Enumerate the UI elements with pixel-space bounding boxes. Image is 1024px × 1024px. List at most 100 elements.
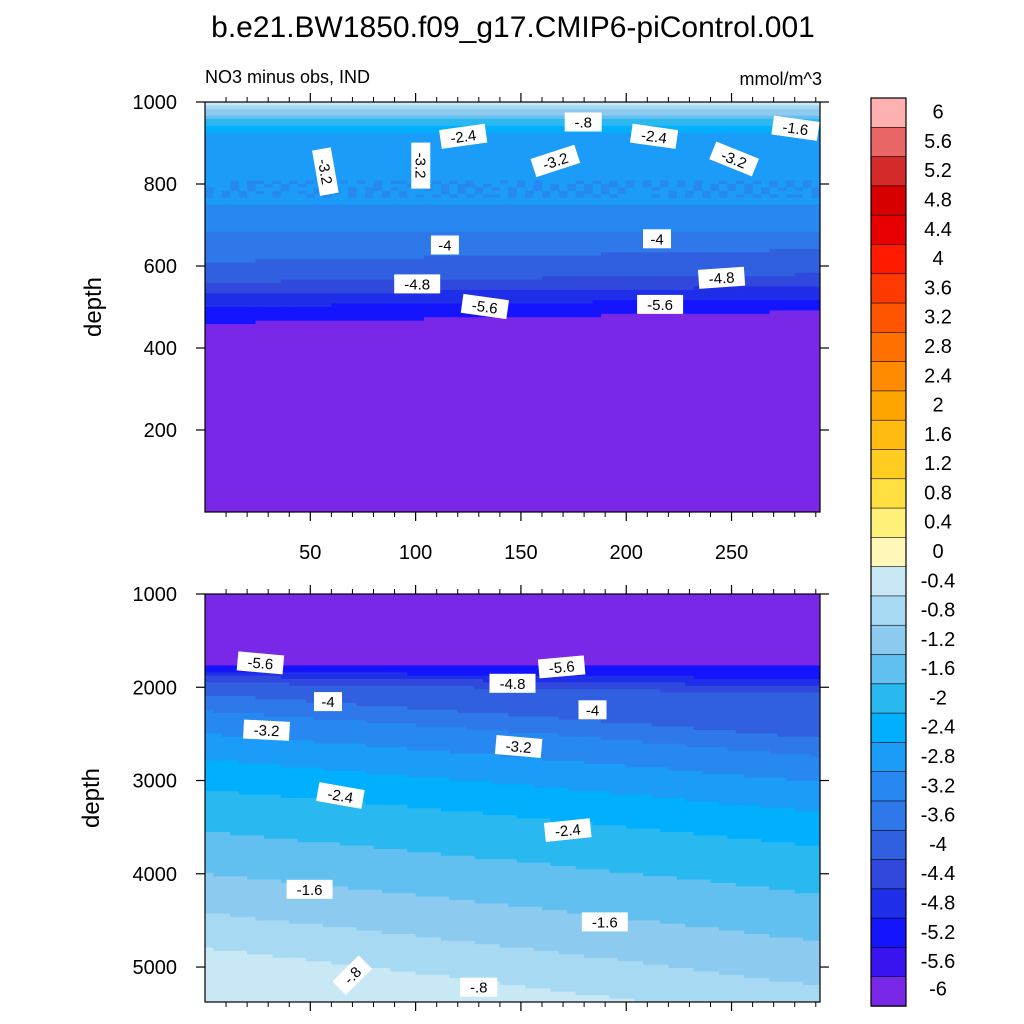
contour-cell — [213, 330, 223, 335]
contour-cell — [525, 221, 535, 226]
contour-cell — [558, 324, 568, 329]
contour-cell — [238, 317, 248, 322]
contour-cell — [676, 143, 686, 148]
contour-cell — [617, 327, 627, 332]
contour-cell — [508, 317, 518, 322]
contour-cell — [491, 259, 501, 264]
contour-cell — [550, 255, 560, 260]
contour-cell — [752, 231, 762, 236]
contour-cell — [600, 242, 610, 247]
contour-cell — [777, 187, 787, 192]
contour-cell — [314, 139, 324, 144]
contour-cell — [710, 197, 720, 202]
contour-cell — [626, 201, 636, 206]
contour-cell — [499, 194, 509, 199]
contour-cell — [407, 255, 417, 260]
contour-cell — [710, 327, 720, 332]
contour-cell — [314, 204, 324, 209]
contour-cell — [280, 184, 290, 189]
contour-cell — [205, 102, 215, 107]
contour-cell — [811, 170, 820, 175]
contour-cell — [440, 197, 450, 202]
contour-cell — [297, 283, 307, 288]
contour-cell — [769, 146, 779, 151]
contour-cell — [600, 156, 610, 161]
contour-cell — [263, 283, 273, 288]
contour-cell — [777, 194, 787, 199]
contour-cell — [668, 218, 678, 223]
contour-cell — [769, 320, 779, 325]
contour-cell — [786, 317, 796, 322]
contour-cell — [297, 132, 307, 137]
contour-cell — [550, 102, 560, 107]
contour-cell — [238, 296, 248, 301]
contour-cell — [592, 238, 602, 243]
contour-cell — [609, 330, 619, 335]
contour-cell — [811, 242, 820, 247]
contour-cell — [440, 102, 450, 107]
contour-cell — [617, 293, 627, 298]
contour-cell — [381, 122, 391, 127]
contour-cell — [230, 225, 240, 230]
contour-cell — [752, 330, 762, 335]
contour-cell — [440, 201, 450, 206]
contour-cell — [331, 283, 341, 288]
contour-cell — [777, 330, 787, 335]
contour-cell — [306, 276, 316, 281]
contour-cell — [255, 221, 265, 226]
contour-cell — [659, 122, 669, 127]
contour-cell — [508, 279, 518, 284]
contour-cell — [685, 194, 695, 199]
contour-cell — [474, 259, 484, 264]
contour-cell — [491, 105, 501, 110]
contour-cell — [575, 139, 585, 144]
contour-cell — [541, 330, 552, 335]
contour-cell — [314, 307, 324, 312]
contour-cell — [314, 320, 324, 325]
contour-cell — [390, 238, 400, 243]
contour-cell — [811, 180, 820, 185]
contour-cell — [584, 149, 594, 154]
contour-cell — [348, 324, 358, 329]
contour-cell — [668, 170, 678, 175]
contour-cell — [205, 125, 215, 130]
contour-cell — [710, 307, 720, 312]
contour-cell — [525, 317, 535, 322]
contour-cell — [600, 187, 610, 192]
contour-cell — [356, 204, 366, 209]
contour-cell — [213, 102, 223, 107]
contour-cell — [255, 320, 265, 325]
contour-cell — [676, 262, 686, 267]
contour-cell — [474, 276, 484, 281]
contour-cell — [643, 102, 653, 107]
contour-cell — [339, 153, 349, 158]
contour-cell — [752, 248, 762, 253]
contour-cell — [685, 310, 695, 315]
contour-cell — [702, 105, 712, 110]
contour-cell — [710, 293, 720, 298]
contour-cell — [348, 204, 358, 209]
contour-cell — [499, 129, 509, 134]
contour-cell — [626, 313, 636, 318]
contour-cell — [811, 163, 820, 168]
contour-cell — [693, 252, 703, 257]
contour-cell — [676, 231, 686, 236]
contour-cell — [794, 184, 804, 189]
contour-cell — [626, 293, 636, 298]
contour-cell — [685, 320, 695, 325]
contour-cell — [786, 269, 796, 274]
contour-cell — [592, 225, 602, 230]
contour-cell — [744, 132, 754, 137]
contour-cell — [272, 122, 282, 127]
contour-cell — [365, 313, 375, 318]
contour-cell — [516, 149, 526, 154]
contour-cell — [659, 204, 669, 209]
contour-cell — [685, 122, 695, 127]
contour-cell — [398, 187, 408, 192]
contour-cell — [348, 307, 358, 312]
contour-cell — [786, 300, 796, 305]
contour-cell — [541, 289, 552, 294]
contour-cell — [348, 156, 358, 161]
contour-cell — [466, 122, 476, 127]
contour-cell — [609, 279, 619, 284]
